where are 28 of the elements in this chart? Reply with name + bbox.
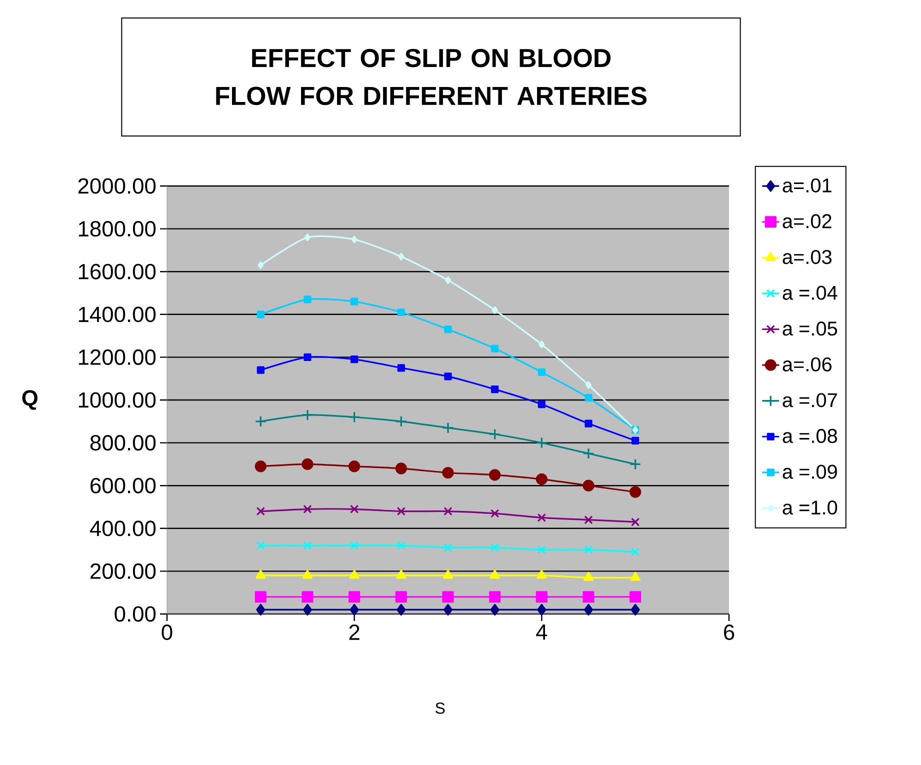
y-axis-title: Q	[22, 390, 38, 410]
y-tick-label: 1400.00	[78, 306, 156, 322]
y-tick-label: 600.00	[90, 478, 156, 494]
y-tick-label: 800.00	[90, 435, 156, 451]
chart-title: EFFECT OF SLIP ON BLOOD FLOW FOR DIFFERENT ARTERIES	[216, 48, 647, 106]
x-tick-label: 6	[724, 624, 734, 640]
legend-label: a=.06	[782, 357, 832, 372]
legend-label: a =1.0	[782, 500, 838, 515]
y-tick-label: 200.00	[90, 563, 156, 579]
legend-label: a=.02	[782, 214, 832, 228]
legend-label: a=.03	[782, 250, 832, 264]
legend-label: a=.01	[782, 178, 832, 192]
x-tick-label: 4	[536, 624, 548, 640]
x-tick-label: 2	[349, 624, 360, 640]
legend-label: a =.07	[782, 393, 837, 408]
y-tick-label: 1600.00	[78, 264, 156, 280]
legend-label: a =.09	[782, 464, 837, 479]
y-tick-label: 2000.00	[78, 178, 156, 194]
y-tick-label: 1200.00	[78, 349, 156, 365]
y-tick-label: 1000.00	[78, 392, 156, 408]
legend-label: a =.08	[782, 428, 838, 444]
x-tick-label: 0	[162, 624, 172, 640]
y-tick-label: 400.00	[90, 520, 156, 536]
y-tick-label: 1800.00	[78, 221, 156, 237]
legend-label: a =.05	[782, 322, 838, 336]
legend-label: a =.04	[782, 286, 838, 300]
x-axis-title: S	[436, 702, 445, 714]
y-tick-label: 0.00	[114, 606, 156, 622]
